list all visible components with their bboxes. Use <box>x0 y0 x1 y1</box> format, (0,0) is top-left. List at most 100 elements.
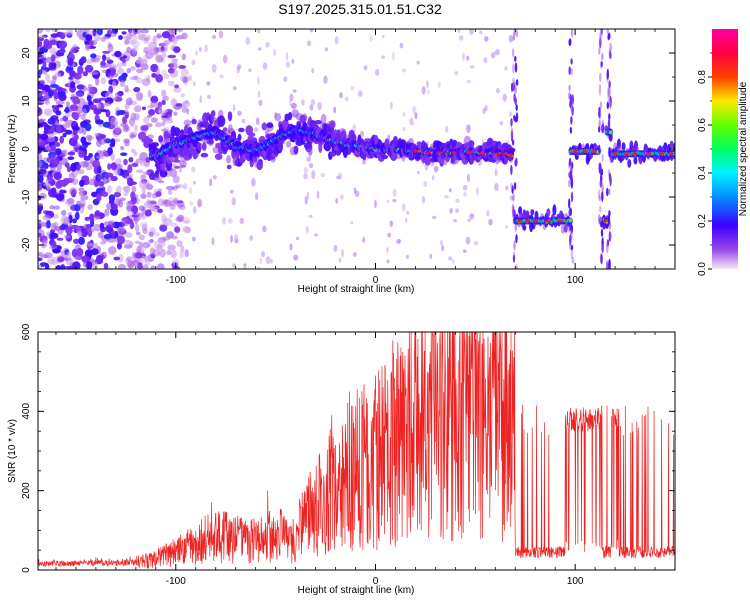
heatmap-cell <box>257 76 260 86</box>
heatmap-cell <box>522 224 527 231</box>
heatmap-cell <box>49 46 56 56</box>
heatmap-cell <box>342 146 348 158</box>
heatmap-cell <box>50 144 57 152</box>
heatmap-cell <box>50 33 59 38</box>
heatmap-cell <box>117 110 126 115</box>
heatmap-cell <box>193 180 196 185</box>
heatmap-cell <box>108 199 115 204</box>
heatmap-cell <box>89 213 95 222</box>
heatmap-cell <box>155 54 164 63</box>
heatmap-cell <box>211 34 217 40</box>
heatmap-cell <box>631 152 638 156</box>
heatmap-cell <box>96 139 102 148</box>
heatmap-cell <box>513 93 516 103</box>
heatmap-cell <box>217 115 226 127</box>
heatmap-cell <box>137 131 147 141</box>
heatmap-cell <box>570 191 574 203</box>
heatmap-cell <box>399 42 404 49</box>
heatmap-cell <box>75 211 80 221</box>
heatmap-cell <box>421 86 426 95</box>
heatmap-cell <box>301 99 305 106</box>
heatmap-cell <box>645 152 651 156</box>
heatmap-cell <box>147 239 154 244</box>
heatmap-cell <box>54 72 62 78</box>
heatmap-cell <box>103 102 110 107</box>
heatmap-cell <box>600 60 603 68</box>
heatmap-cell <box>91 191 98 198</box>
heatmap-cell <box>601 52 604 61</box>
heatmap-cell <box>113 168 121 176</box>
spectrogram-heatmap <box>38 29 675 269</box>
heatmap-cell <box>330 152 336 157</box>
heatmap-cell <box>308 162 314 169</box>
heatmap-cell <box>206 81 211 86</box>
heatmap-cell <box>600 253 603 265</box>
heatmap-cell <box>102 152 109 157</box>
heatmap-cell <box>38 185 43 191</box>
heatmap-cell <box>234 234 238 243</box>
heatmap-cell <box>130 66 136 71</box>
heatmap-cell <box>512 254 516 263</box>
heatmap-cell <box>427 89 430 95</box>
heatmap-cell <box>179 166 182 173</box>
heatmap-cell <box>100 77 107 85</box>
heatmap-cell <box>204 44 208 53</box>
heatmap-cell <box>161 31 171 39</box>
heatmap-cell <box>437 81 441 88</box>
heatmap-cell <box>552 204 557 216</box>
heatmap-cell <box>38 36 43 43</box>
heatmap-cell <box>340 194 344 200</box>
heatmap-cell <box>248 68 252 73</box>
heatmap-cell <box>191 166 196 173</box>
heatmap-cell <box>255 192 259 201</box>
heatmap-cell <box>106 29 113 35</box>
heatmap-cell <box>303 166 308 174</box>
heatmap-cell <box>133 151 138 156</box>
heatmap-cell <box>76 84 85 90</box>
heatmap-cell <box>359 130 365 137</box>
heatmap-cell <box>140 125 149 131</box>
heatmap-cell <box>405 254 410 259</box>
heatmap-cell <box>65 251 72 260</box>
heatmap-cell <box>396 238 401 245</box>
heatmap-cell <box>504 66 508 71</box>
heatmap-cell <box>449 208 453 214</box>
heatmap-cell <box>318 141 323 154</box>
heatmap-cell <box>90 71 99 75</box>
snr-y-tick-label: 200 <box>21 482 32 499</box>
heatmap-cell <box>56 237 64 241</box>
heatmap-cell <box>219 74 224 79</box>
heatmap-cell <box>76 226 82 234</box>
snr-x-label: Height of straight line (km) <box>298 585 415 596</box>
heatmap-cell <box>146 44 156 54</box>
heatmap-cell <box>131 40 140 48</box>
heatmap-cell <box>429 253 433 259</box>
heatmap-cell <box>608 258 611 269</box>
heatmap-cell <box>440 239 443 247</box>
heatmap-cell <box>508 153 514 158</box>
heatmap-cell <box>64 106 70 114</box>
snr-y-ticks: 0 200 400 600 <box>21 323 675 573</box>
heatmap-cell <box>115 91 123 99</box>
heatmap-cell <box>143 201 152 209</box>
heatmap-cell <box>451 258 455 264</box>
heatmap-cell <box>152 142 159 148</box>
heatmap-cell <box>191 236 196 242</box>
colorbar-tick-label: 0.4 <box>697 166 708 180</box>
heatmap-cell <box>101 69 107 74</box>
heatmap-cell <box>77 169 85 175</box>
heatmap-cell <box>156 67 160 77</box>
heatmap-cell <box>170 249 177 259</box>
heatmap-cell <box>493 51 498 55</box>
heatmap-cell <box>515 157 518 167</box>
heatmap-cell <box>172 258 180 266</box>
heatmap-cell <box>414 112 418 120</box>
heatmap-cell <box>226 155 231 164</box>
heatmap-cell <box>257 266 261 269</box>
heatmap-cell <box>123 35 132 40</box>
heatmap-cell <box>101 251 108 259</box>
heatmap-cell <box>107 185 112 194</box>
heatmap-cell <box>457 29 461 34</box>
heatmap-cell <box>160 46 165 51</box>
heatmap-cell <box>172 175 180 184</box>
